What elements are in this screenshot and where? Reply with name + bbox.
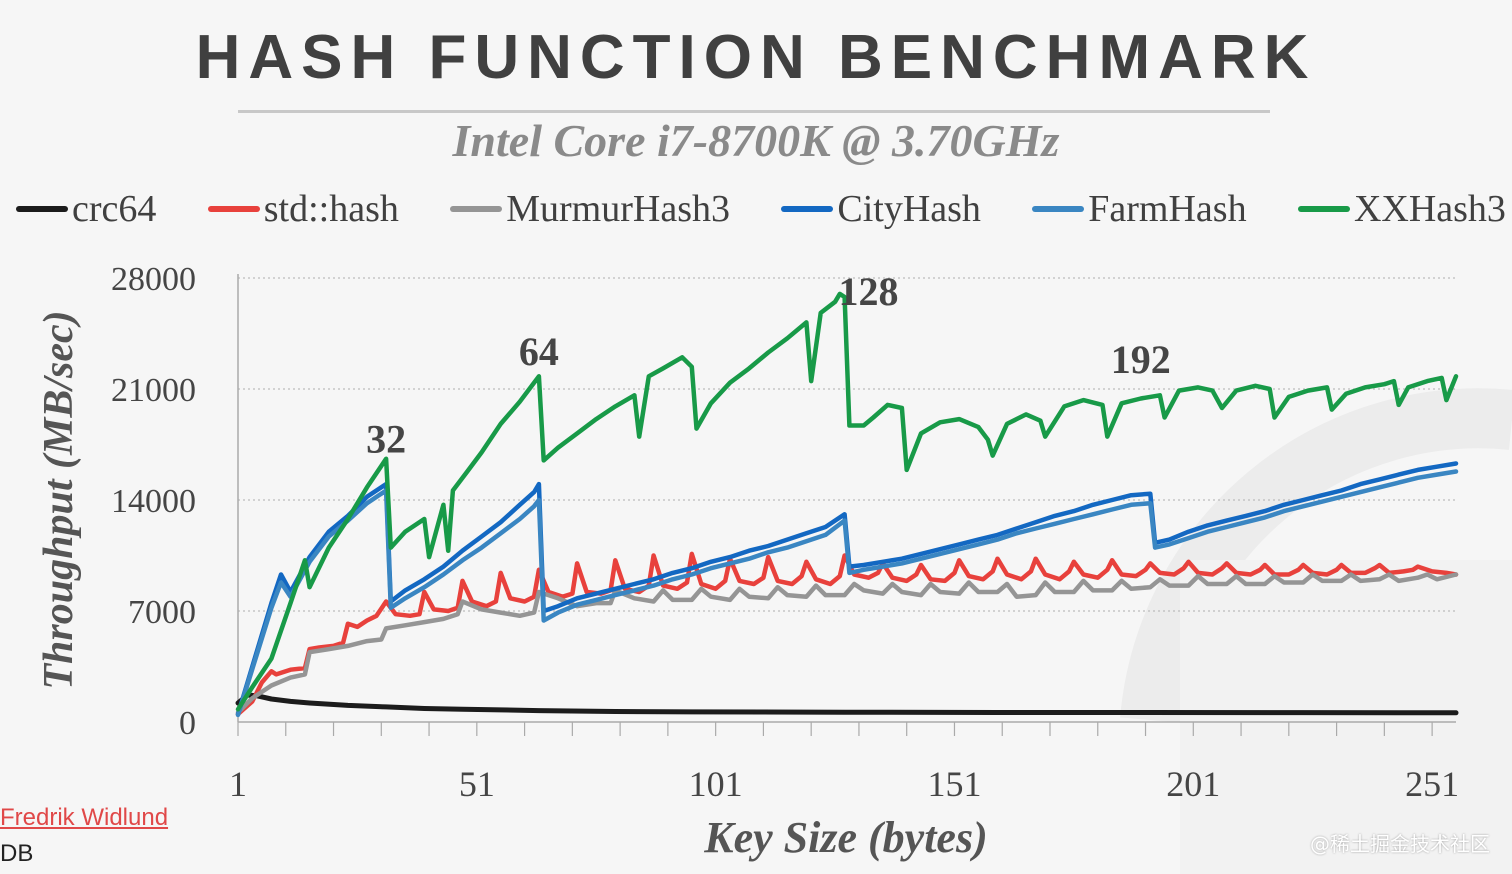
y-tick-label: 7000 <box>128 594 196 631</box>
legend-label: CityHash <box>837 188 981 230</box>
page-title: HASH FUNCTION BENCHMARK <box>195 23 1317 92</box>
x-axis-label: Key Size (bytes) <box>703 813 987 862</box>
annotation-label: 32 <box>366 416 406 461</box>
x-tick-label: 151 <box>927 764 981 804</box>
legend-item-crc64: crc64 <box>16 187 156 231</box>
annotation-label: 128 <box>838 269 898 314</box>
y-axis-label: Throughput (MB/sec) <box>36 310 82 689</box>
x-tick-label: 101 <box>689 764 743 804</box>
legend-item-xxhash3: XXHash3 <box>1297 187 1506 231</box>
annotation-label: 192 <box>1111 337 1171 382</box>
legend-label: crc64 <box>72 188 157 230</box>
x-tick-label: 201 <box>1166 764 1220 804</box>
x-tick-label: 51 <box>459 764 495 804</box>
chart-legend: crc64 std::hash MurmurHash3 CityHash FarmHas… <box>16 186 1506 232</box>
watermark: @稀土掘金技术社区 <box>1310 832 1490 856</box>
y-tick-label: 28000 <box>111 261 196 298</box>
series-line-farmhash <box>235 469 1459 718</box>
legend-swatch <box>450 206 503 212</box>
background-arc <box>1120 388 1512 723</box>
series-line-murmurhash3 <box>235 572 1459 715</box>
title-divider <box>238 110 1270 113</box>
legend-label: FarmHash <box>1088 188 1247 230</box>
series-line-xxhash3 <box>235 291 1459 712</box>
legend-item-farmhash: FarmHash <box>1032 187 1247 231</box>
legend-item-std-hash: std::hash <box>207 187 399 231</box>
x-tick-label: 1 <box>229 764 247 804</box>
author-link[interactable]: Fredrik Widlund <box>0 804 169 831</box>
chart-subtitle: Intel Core i7-8700K @ 3.70GHz <box>452 115 1060 166</box>
annotation-label: 64 <box>519 329 559 374</box>
legend-label: std::hash <box>263 188 399 230</box>
x-tick-label: 251 <box>1405 764 1459 804</box>
legend-label: MurmurHash3 <box>506 188 730 230</box>
legend-label: XXHash3 <box>1353 188 1506 230</box>
y-tick-label: 14000 <box>111 483 196 520</box>
legend-item-cityhash: CityHash <box>781 187 981 231</box>
background-shape <box>1180 560 1512 874</box>
series-line-std-hash <box>235 551 1459 717</box>
legend-swatch <box>207 206 260 212</box>
legend-swatch <box>781 206 834 212</box>
y-tick-label: 0 <box>179 705 196 742</box>
legend-swatch <box>16 206 68 212</box>
y-tick-label: 21000 <box>111 372 196 409</box>
series-line-cityhash <box>235 461 1459 717</box>
corner-label: DB <box>0 840 34 867</box>
legend-swatch <box>1032 206 1085 212</box>
legend-swatch <box>1297 206 1350 212</box>
legend-item-murmurhash3: MurmurHash3 <box>450 187 730 231</box>
series-line-crc64 <box>235 692 1459 716</box>
